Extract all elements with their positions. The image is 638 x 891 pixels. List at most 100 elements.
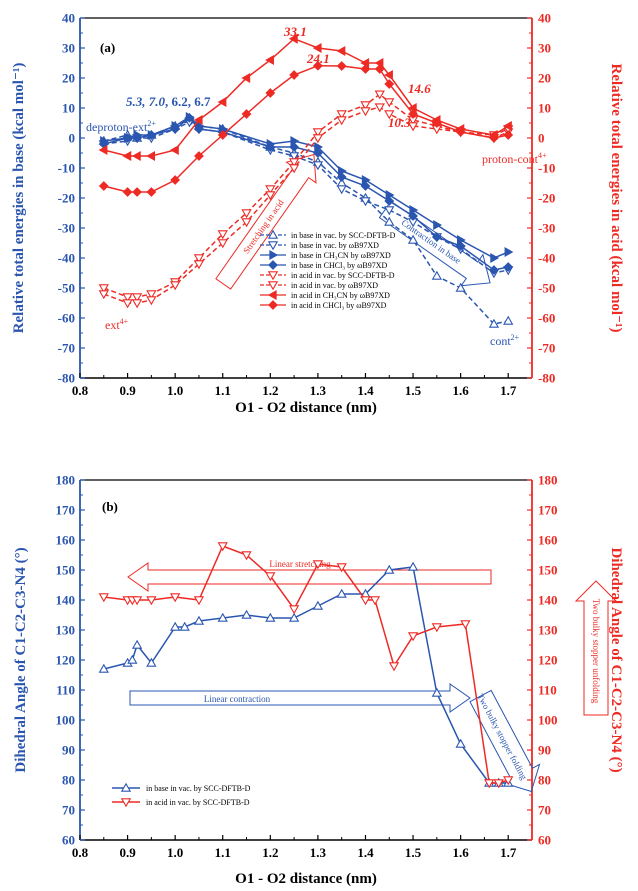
series-a-1-point xyxy=(455,282,466,292)
y-tick-label-left: 90 xyxy=(62,743,75,758)
series-a-7-point xyxy=(217,96,227,108)
series-b-2-point xyxy=(288,605,300,615)
series-b-1-point xyxy=(170,621,181,631)
series-b-1-line xyxy=(103,566,509,784)
series-b-1-point xyxy=(179,621,190,631)
series-b-2-point xyxy=(407,632,419,642)
series-a-5-point xyxy=(122,293,133,303)
x-tick-label: 1.5 xyxy=(405,383,422,398)
y-tick-label-left: 160 xyxy=(56,533,76,548)
legend-label: in base in vac. by SCC-DFTB-D xyxy=(291,231,396,240)
series-a-8-point xyxy=(98,181,109,191)
series-a-4-point xyxy=(336,172,347,182)
y-tick-label-right: -20 xyxy=(538,191,555,206)
series-b-2-point xyxy=(98,593,109,603)
series-a-5-point xyxy=(336,110,347,120)
series-a-7-point xyxy=(131,150,141,162)
series-b-1-point xyxy=(288,612,300,622)
panel-b-ylabel-right: Dihedral Angle of C1-C2-C3-N4 (°) xyxy=(608,547,624,772)
y-tick-label-left: 30 xyxy=(62,41,75,56)
annot-33-1: 33.1 xyxy=(283,24,307,39)
series-a-6-point xyxy=(193,260,205,270)
series-a-8-point xyxy=(489,133,499,143)
contraction-arrow-label: Contraction in base xyxy=(400,217,463,265)
series-a-7-point xyxy=(312,42,322,54)
legend-marker xyxy=(268,260,278,270)
stopper-unfolding-arrow xyxy=(574,580,618,716)
annot-10-3: 10.3 xyxy=(388,115,411,130)
panel-a-axes: 0.8 0.9 1.0 1.1 1.2 1.3 1.4 1.5 1.6 1.7 -80 -80 -70 -… xyxy=(58,11,556,399)
y-tick-label-right: 120 xyxy=(538,653,558,668)
x-tick-label: 1.4 xyxy=(357,845,374,860)
legend-marker xyxy=(269,249,279,261)
y-tick-label-right: 100 xyxy=(538,713,558,728)
panel-b-legend: in base in vac. by SCC-DFTB-D in acid in … xyxy=(112,782,251,808)
y-tick-label-right: 130 xyxy=(538,623,558,638)
y-tick-label-left: 0 xyxy=(69,131,76,146)
y-tick-label-right: 90 xyxy=(538,743,551,758)
x-tick-label: 1.7 xyxy=(500,845,517,860)
x-tick-label: 1.6 xyxy=(453,383,470,398)
series-a-5-point xyxy=(360,101,371,111)
linear-stretching-arrow xyxy=(127,562,492,592)
series-a-4-point xyxy=(122,133,133,143)
y-tick-label-left: -20 xyxy=(58,191,75,206)
series-a-6-point xyxy=(374,103,385,113)
y-tick-label-left: 80 xyxy=(62,773,75,788)
series-a-3-point xyxy=(433,219,443,231)
legend-label: in base in CHCl₃ by ωB97XD xyxy=(291,261,388,270)
y-tick-label-left: 110 xyxy=(56,683,75,698)
series-a-7-point xyxy=(265,54,274,66)
legend-marker xyxy=(267,271,279,281)
series-a-8-point xyxy=(374,64,385,74)
series-a-8-point xyxy=(360,64,371,74)
series-a-7-point xyxy=(288,33,298,44)
legend-label: in acid in vac. by SCC-DFTB-D xyxy=(291,271,395,280)
panel-a-ylabel-left: Relative total energies in base (kcal mo… xyxy=(11,63,27,334)
y-tick-label-left: -60 xyxy=(58,311,75,326)
series-a-2-point xyxy=(336,185,347,195)
series-a-4-point xyxy=(360,181,371,191)
y-tick-label-left: 180 xyxy=(56,473,76,488)
series-a-5-point xyxy=(131,293,143,303)
legend-label: in acid in vac. by SCC-DFTB-D xyxy=(146,798,250,807)
panel-a-series xyxy=(98,33,514,328)
stopper-unfolding-label: Two bulky stopper unfolding xyxy=(591,599,601,704)
annot-peak-a: 5.3, 7.0, 6.2, 6.7 xyxy=(126,94,211,109)
label-deproton-ext: deproton-ext2+ xyxy=(86,119,156,134)
series-a-6-point xyxy=(170,281,181,291)
series-a-5-point xyxy=(265,185,276,195)
series-a-8-point xyxy=(194,151,204,161)
series-b-1-point xyxy=(98,663,109,673)
x-tick-label: 1.2 xyxy=(262,383,278,398)
y-tick-label-right: 40 xyxy=(538,11,551,26)
series-b-2-point xyxy=(388,662,400,672)
series-a-4-point xyxy=(431,232,442,242)
annot-6-2-6-7: 6.2, 6.7 xyxy=(172,94,212,109)
label-proton-cont: proton-cont4+ xyxy=(482,151,547,166)
x-tick-label: 1.4 xyxy=(357,383,374,398)
series-a-6-point xyxy=(131,299,143,309)
series-a-8-point xyxy=(408,109,418,119)
y-tick-label-right: 60 xyxy=(538,833,551,848)
contraction-arrow xyxy=(378,200,491,287)
series-a-4-point xyxy=(312,148,323,158)
series-a-8-point xyxy=(503,130,514,140)
y-tick-label-right: -40 xyxy=(538,251,555,266)
series-a-1-point xyxy=(384,216,395,226)
series-a-7-point xyxy=(503,120,512,132)
legend-label: in base in CH₃CN by ωB97XD xyxy=(291,251,391,260)
series-a-8-point xyxy=(289,70,300,80)
y-tick-label-right: 150 xyxy=(538,563,558,578)
series-a-7-point xyxy=(193,114,203,126)
series-a-3-point xyxy=(490,252,500,264)
series-b-1-point xyxy=(312,600,324,610)
y-tick-label-right: -30 xyxy=(538,221,555,236)
series-a-2-point xyxy=(384,206,395,216)
series-a-8-line xyxy=(103,64,509,193)
annot-24-1: 24.1 xyxy=(306,51,330,66)
y-tick-label-left: 150 xyxy=(56,563,76,578)
series-b-1-point xyxy=(193,615,205,625)
legend-marker xyxy=(268,300,278,310)
